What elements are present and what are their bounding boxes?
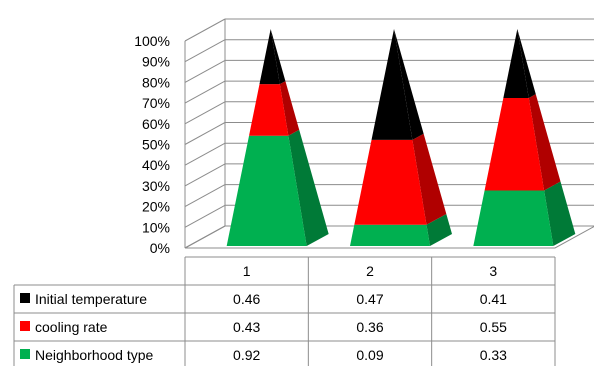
side-wall-gridline: [184, 204, 226, 228]
pyramid-front-face: [226, 135, 307, 246]
pyramid-side-face: [426, 213, 452, 246]
pyramid-side-face: [544, 181, 576, 246]
y-axis-ticks: 0% 10% 20% 30% 40% 50% 60% 70% 80% 90% 100%: [134, 33, 170, 256]
y-tick-label: 50%: [142, 137, 170, 153]
y-tick-label: 0%: [150, 240, 170, 256]
y-tick-label: 20%: [142, 199, 170, 215]
pyramid-front-face: [484, 97, 545, 191]
pyramid-front-face: [371, 29, 413, 140]
chart-floor: [184, 225, 594, 249]
data-value: 0.41: [480, 291, 507, 307]
side-wall-gridline: [184, 142, 226, 166]
pyramid-front-face: [249, 84, 289, 136]
y-tick-label: 10%: [142, 219, 170, 235]
pyramid-front-face: [503, 29, 529, 98]
pyramid-front-face: [259, 29, 280, 85]
pyramid-side-face: [394, 29, 424, 140]
pyramid-segment: [350, 213, 452, 246]
y-tick-label: 30%: [142, 178, 170, 194]
pyramid-side-face: [279, 81, 300, 136]
side-wall-gridline: [184, 39, 226, 63]
pyramid-segment: [259, 29, 286, 85]
pyramid-side-face: [528, 94, 561, 191]
data-value: 0.09: [356, 347, 383, 363]
side-wall-gridline: [184, 163, 226, 187]
data-value: 0.55: [480, 319, 507, 335]
data-value: 0.92: [233, 347, 260, 363]
legend-key: [20, 349, 30, 359]
data-value: 0.46: [233, 291, 260, 307]
pyramid-segment: [473, 181, 576, 246]
category-label: 2: [366, 263, 374, 279]
side-wall-gridline: [184, 122, 226, 145]
legend-label: Initial temperature: [35, 291, 147, 307]
pyramid-segment: [503, 29, 536, 98]
side-wall-gridline: [184, 18, 226, 42]
y-tick-label: 80%: [142, 74, 170, 90]
legend-label: Neighborhood type: [35, 347, 154, 363]
legend-key: [20, 293, 30, 303]
pyramid-segment: [484, 94, 561, 191]
pyramid-front-face: [350, 224, 430, 246]
category-label: 1: [243, 263, 251, 279]
data-table: 1 2 3 Initial temperature 0.46 0.47 0.41 coolin…: [13, 256, 556, 366]
pyramid-side-face: [288, 129, 329, 246]
legend-key: [20, 321, 30, 331]
y-tick-label: 60%: [142, 116, 170, 132]
pyramid-segment: [371, 29, 424, 140]
pyramid-side-face: [412, 133, 447, 225]
side-wall-gridline: [184, 59, 226, 83]
data-value: 0.47: [356, 291, 383, 307]
pyramid-segment: [354, 133, 447, 225]
pyramid-bars: [226, 29, 576, 246]
pyramid-segment: [226, 129, 329, 246]
y-tick-label: 70%: [142, 95, 170, 111]
pyramid-segment: [249, 81, 300, 136]
pyramid-front-face: [354, 139, 427, 225]
y-tick-label: 100%: [134, 33, 170, 49]
legend-label: cooling rate: [35, 319, 108, 335]
side-wall-gridline: [184, 184, 226, 208]
side-wall-gridline: [184, 101, 226, 125]
pyramid-front-face: [473, 190, 554, 246]
data-value: 0.36: [356, 319, 383, 335]
side-wall-gridline: [184, 80, 226, 104]
y-tick-label: 90%: [142, 54, 170, 70]
data-value: 0.33: [480, 347, 507, 363]
pyramid-side-face: [270, 29, 286, 85]
category-label: 3: [489, 263, 497, 279]
data-value: 0.43: [233, 319, 260, 335]
y-tick-label: 40%: [142, 157, 170, 173]
pyramid-side-face: [517, 29, 536, 98]
